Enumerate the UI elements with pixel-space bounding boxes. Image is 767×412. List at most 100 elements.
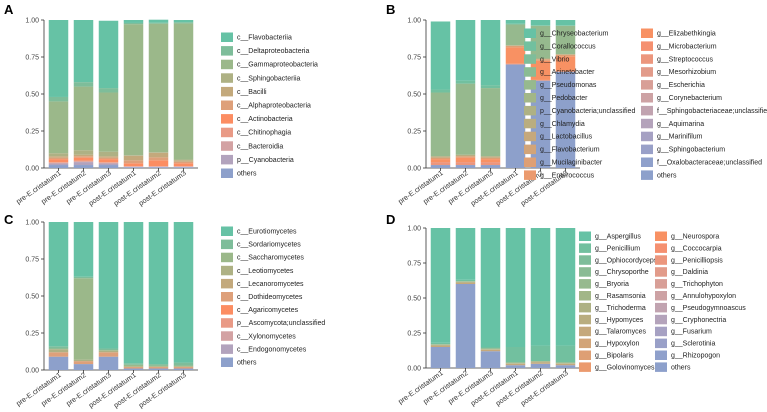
legend-swatch xyxy=(641,67,653,77)
bar-segment xyxy=(430,165,451,168)
legend-swatch xyxy=(221,32,233,42)
legend-swatch xyxy=(579,314,591,325)
legend-swatch xyxy=(221,86,233,97)
bar-segment xyxy=(98,165,119,168)
legend-label: g__Rhizopogon xyxy=(671,353,720,360)
panel-label: C xyxy=(4,212,14,227)
bar-segment xyxy=(98,92,119,152)
bar-segment xyxy=(505,363,526,364)
bar-segment xyxy=(48,352,69,357)
legend-label: p__Cyanobacteria xyxy=(237,157,294,164)
y-tick-label: 0.25 xyxy=(407,129,421,136)
legend-swatch xyxy=(579,326,591,337)
bar-segment xyxy=(73,154,94,157)
bar-segment xyxy=(530,228,551,346)
legend-label: c__Bacteroidia xyxy=(237,143,283,150)
bar-segment xyxy=(123,22,144,25)
legend-label: g__Penicilliopsis xyxy=(671,257,723,264)
bar-segment xyxy=(73,20,94,83)
bar-segment xyxy=(173,367,194,369)
legend-label: c__Lecanoromycetes xyxy=(237,281,304,288)
legend-label: g__Daldinia xyxy=(671,269,708,276)
bar-segment xyxy=(505,24,526,46)
y-tick-label: 0.25 xyxy=(407,331,421,338)
legend-label: g__Mucilaginibacter xyxy=(540,160,603,167)
legend-swatch xyxy=(579,267,591,277)
y-tick-label: 0.75 xyxy=(25,55,39,62)
legend-swatch xyxy=(579,231,591,241)
bar-segment xyxy=(48,101,69,154)
legend-label: g__Pseudomonas xyxy=(540,82,597,89)
legend-label: g__Streptococcus xyxy=(657,56,714,63)
bar-segment xyxy=(148,157,169,161)
bar-segment xyxy=(123,155,144,161)
bar-segment xyxy=(73,278,94,360)
legend-label: g__Talaromyces xyxy=(595,329,646,336)
y-tick-label: 0.75 xyxy=(407,55,421,62)
legend-label: g__Corynebacterium xyxy=(657,95,722,102)
bar-segment xyxy=(123,367,144,369)
legend-swatch xyxy=(524,54,536,64)
bar-segment xyxy=(73,162,94,166)
legend-swatch xyxy=(221,239,233,250)
bar-segment xyxy=(505,365,526,368)
legend-label: c__Flavobacteriia xyxy=(237,35,292,42)
bar-segment xyxy=(98,162,119,163)
legend-label: g__Bryoria xyxy=(595,281,629,288)
bar-segment xyxy=(48,157,69,160)
bar-segment xyxy=(455,80,476,84)
legend-swatch xyxy=(579,362,591,372)
bar-segment xyxy=(173,159,194,161)
legend-swatch xyxy=(641,118,653,129)
legend-label: g__Mesorhizobium xyxy=(657,69,716,76)
bar-segment xyxy=(480,228,501,347)
legend-swatch xyxy=(641,131,653,142)
legend-swatch xyxy=(655,267,667,277)
y-tick-label: 0.75 xyxy=(407,261,421,268)
legend-label: c__Sphingobacteriia xyxy=(237,75,301,82)
panel-B: B0.000.250.500.751.00pre-E.cristatum1pre… xyxy=(386,2,767,208)
legend-label: g__Chlamydia xyxy=(540,121,585,128)
bar-segment xyxy=(48,159,69,163)
legend-label: g__Pseudogymnoascus xyxy=(671,305,746,312)
bar-segment xyxy=(480,165,501,168)
legend-label: c__Actinobacteria xyxy=(237,116,293,123)
panel-label: D xyxy=(386,212,395,227)
legend-swatch xyxy=(655,338,667,349)
bar-segment xyxy=(73,222,94,277)
legend-swatch xyxy=(579,338,591,349)
bar-segment xyxy=(505,363,526,366)
legend-swatch xyxy=(524,131,536,142)
bar-segment xyxy=(98,163,119,166)
bar-segment xyxy=(148,19,169,23)
bar-segment xyxy=(73,156,94,158)
bar-segment xyxy=(455,20,476,81)
y-tick-label: 1.00 xyxy=(25,18,39,25)
legend-swatch xyxy=(524,41,536,51)
bar-segment xyxy=(98,222,119,349)
bar-segment xyxy=(430,344,451,346)
bar-segment xyxy=(148,167,169,168)
bar-segment xyxy=(480,157,501,160)
legend-label: c__Eurotiomycetes xyxy=(237,229,297,236)
legend-swatch xyxy=(641,170,653,180)
bar-segment xyxy=(530,362,551,364)
bar-segment xyxy=(530,59,551,61)
legend-label: p__Ascomycota;unclassified xyxy=(237,320,325,327)
legend-label: g__Sphingobacterium xyxy=(657,147,725,154)
legend-swatch xyxy=(579,243,591,253)
legend-label: g__Lactobacillus xyxy=(540,134,593,141)
legend-swatch xyxy=(221,141,233,151)
panel-C: C0.000.250.500.751.00pre-E.cristatum1pre… xyxy=(4,212,325,410)
bar-segment xyxy=(148,368,169,370)
y-tick-label: 0.50 xyxy=(25,294,39,301)
bar-segment xyxy=(505,64,526,168)
legend-label: c__Agaricomycetes xyxy=(237,307,299,314)
bar-segment xyxy=(555,71,576,168)
legend-swatch xyxy=(655,350,667,360)
legend-swatch xyxy=(221,59,233,70)
legend-label: g__Trichoderma xyxy=(595,305,646,312)
legend-label: c__Dothideomycetes xyxy=(237,294,303,301)
bar-segment xyxy=(98,20,119,89)
